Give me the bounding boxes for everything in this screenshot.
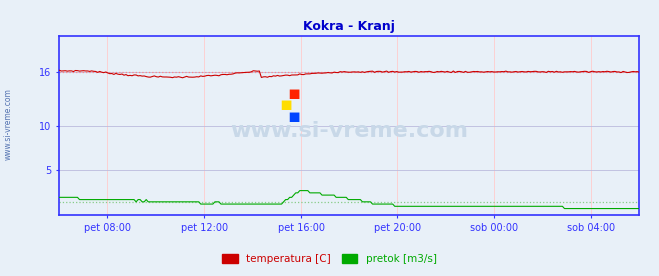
Text: ▪: ▪ <box>279 95 292 113</box>
Title: Kokra - Kranj: Kokra - Kranj <box>303 20 395 33</box>
Text: www.si-vreme.com: www.si-vreme.com <box>4 88 13 160</box>
Text: ▪: ▪ <box>287 84 301 103</box>
Legend: temperatura [C], pretok [m3/s]: temperatura [C], pretok [m3/s] <box>218 250 441 268</box>
Text: ▪: ▪ <box>287 107 301 126</box>
Text: www.si-vreme.com: www.si-vreme.com <box>230 121 469 141</box>
